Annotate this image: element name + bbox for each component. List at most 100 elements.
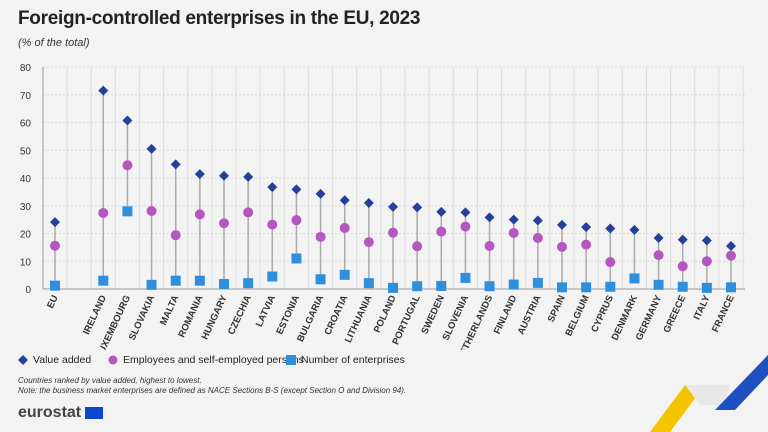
eurostat-logo: eurostat	[18, 404, 104, 422]
value-added-point	[484, 212, 495, 223]
employees-point	[532, 232, 543, 243]
enterprises-point	[508, 279, 519, 290]
x-tick-label: CZECHIA	[226, 294, 254, 337]
value-added-point	[388, 201, 398, 212]
x-tick-label: POLAND	[372, 294, 399, 335]
enterprises-point	[701, 282, 712, 293]
value-added-point	[581, 222, 592, 233]
value-added-point	[122, 115, 133, 126]
value-added-point	[701, 235, 712, 246]
note-ranking: Countries ranked by value added, highest…	[18, 376, 202, 385]
employees-point	[581, 239, 592, 250]
value-added-point	[460, 207, 471, 218]
value-added-point	[532, 215, 543, 226]
value-added-point	[98, 85, 109, 96]
enterprises-point	[388, 282, 398, 293]
employees-point	[726, 250, 736, 261]
y-tick-label: 60	[20, 119, 32, 130]
y-tick-label: 20	[20, 230, 32, 241]
employees-point	[484, 240, 495, 251]
employees-point	[508, 227, 519, 238]
employees-point	[98, 207, 109, 218]
x-tick-label: CYPRUS	[589, 294, 616, 335]
employees-point	[701, 256, 712, 267]
value-added-point	[50, 217, 60, 228]
y-tick-label: 40	[20, 174, 32, 185]
enterprises-point	[291, 253, 302, 264]
employees-point	[291, 215, 302, 226]
y-tick-label: 30	[20, 202, 32, 213]
logo-text: eurostat	[18, 404, 82, 421]
employees-point	[122, 160, 133, 171]
x-tick-label: EU	[45, 293, 61, 310]
enterprises-point	[267, 271, 278, 282]
x-tick-label: ESTONIA	[274, 294, 302, 337]
enterprises-point	[436, 280, 447, 291]
value-added-point	[315, 188, 326, 199]
enterprises-point	[339, 269, 350, 280]
legend-item-employees: Employees and self-employed persons	[108, 354, 304, 366]
enterprises-point	[243, 278, 254, 289]
legend-label: Employees and self-employed persons	[123, 354, 304, 366]
x-tick-label: FINLAND	[492, 294, 520, 337]
enterprises-point	[363, 278, 374, 289]
legend-item-value-added: Value added	[18, 354, 91, 366]
enterprises-point	[146, 279, 157, 290]
diamond-icon	[18, 355, 28, 365]
legend-label: Value added	[33, 354, 92, 366]
note-nace: Note: the business market enterprises ar…	[18, 386, 407, 395]
enterprises-point	[581, 282, 592, 293]
x-tick-label: BELGIUM	[563, 294, 592, 338]
x-tick-label: SPAIN	[546, 294, 568, 324]
enterprises-point	[194, 275, 205, 286]
employees-point	[412, 241, 423, 252]
y-tick-label: 70	[20, 91, 32, 102]
value-added-point	[146, 143, 157, 154]
y-tick-label: 0	[25, 285, 31, 296]
value-added-point	[557, 219, 567, 230]
employees-point	[460, 221, 471, 232]
value-added-point	[508, 214, 519, 225]
employees-point	[267, 219, 278, 230]
value-added-point	[291, 184, 302, 195]
employees-point	[363, 237, 374, 248]
value-added-point	[219, 170, 229, 181]
enterprises-point	[726, 282, 736, 293]
square-icon	[286, 355, 296, 365]
circle-icon	[108, 355, 118, 365]
x-tick-label: FRANCE	[710, 294, 737, 335]
enterprises-point	[50, 280, 60, 291]
y-tick-label: 80	[20, 63, 32, 74]
employees-point	[194, 209, 205, 220]
eurostat-arrow-icon	[650, 355, 768, 432]
chart-title: Foreign-controlled enterprises in the EU…	[18, 8, 421, 29]
employees-point	[243, 207, 254, 218]
value-added-point	[363, 197, 374, 208]
chart-subtitle: (% of the total)	[18, 37, 90, 49]
value-added-point	[267, 182, 278, 193]
enterprises-point	[677, 281, 688, 292]
employees-point	[219, 218, 229, 229]
employees-point	[653, 250, 664, 261]
employees-point	[605, 257, 616, 268]
x-tick-label: CROATIA	[322, 294, 350, 337]
eu-flag-icon	[85, 407, 104, 419]
enterprises-point	[219, 279, 229, 290]
enterprises-point	[484, 281, 495, 292]
legend-item-enterprises: Number of enterprises	[286, 354, 405, 366]
enterprises-point	[605, 281, 616, 292]
employees-point	[315, 231, 326, 242]
value-added-point	[412, 202, 423, 213]
enterprises-point	[315, 274, 326, 285]
enterprises-point	[557, 282, 567, 293]
value-added-point	[677, 234, 688, 245]
legend-label: Number of enterprises	[301, 354, 405, 366]
x-tick-label: SWEDEN	[419, 293, 447, 336]
x-tick-label: IRELAND	[81, 294, 109, 337]
employees-point	[388, 227, 398, 238]
x-tick-label: AUSTRIA	[516, 294, 544, 337]
employees-point	[50, 240, 60, 251]
enterprises-point	[122, 206, 133, 217]
x-tick-label: ITALY	[692, 293, 713, 322]
